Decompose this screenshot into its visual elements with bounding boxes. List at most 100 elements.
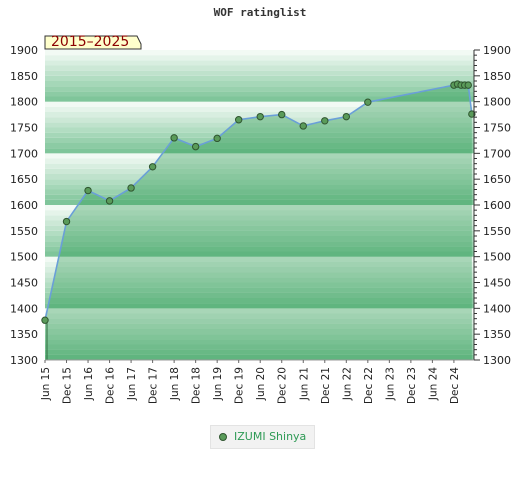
x-tick-label: Jun 17 [126, 367, 138, 401]
y-tick-label-left: 1850 [10, 70, 38, 83]
y-tick-label-right: 1400 [483, 302, 511, 315]
background-band [45, 65, 474, 71]
background-band [45, 81, 474, 87]
legend-marker-icon [219, 433, 227, 441]
background-band [45, 96, 474, 102]
y-tick-label-left: 1550 [10, 225, 38, 238]
background-band [45, 236, 474, 242]
background-band [45, 205, 474, 211]
background-band [45, 184, 474, 190]
y-tick-label-left: 1600 [10, 199, 38, 212]
y-tick-label-right: 1300 [483, 354, 511, 367]
data-point [105, 197, 114, 205]
background-band [45, 267, 474, 273]
y-tick-label-right: 1900 [483, 44, 511, 57]
background-band [45, 272, 474, 278]
background-band [45, 318, 474, 324]
data-point [148, 163, 157, 171]
background-band [45, 137, 474, 143]
background-band [45, 132, 474, 138]
data-point [234, 116, 243, 124]
x-tick-label: Jun 22 [341, 367, 353, 401]
data-point [191, 142, 200, 151]
background-band [45, 122, 474, 128]
background-band [45, 292, 474, 298]
background-band [45, 277, 474, 283]
axis-layer: 1300 1300 1350 1350 1400 1400 1450 1450 1500 1500… [10, 44, 511, 404]
legend-label: IZUMI Shinya [234, 430, 307, 443]
data-point [84, 186, 92, 195]
y-tick-label-left: 1800 [10, 96, 38, 109]
background-band [45, 287, 474, 293]
x-tick-label: Jun 18 [169, 367, 181, 401]
y-tick-label-right: 1800 [483, 96, 511, 109]
background-band [45, 75, 474, 81]
y-tick-label-right: 1350 [483, 328, 511, 341]
background-band [45, 148, 474, 154]
background-band [45, 163, 474, 169]
background-band [45, 303, 474, 309]
badge-shape [44, 35, 142, 50]
period-badge: 2015–2025 [44, 34, 142, 50]
background-band [45, 189, 474, 195]
y-tick-label-left: 1650 [10, 173, 38, 186]
y-tick-label-left: 1300 [10, 354, 38, 367]
y-tick-label-right: 1600 [483, 199, 511, 212]
background-band [45, 261, 474, 267]
y-tick-label-left: 1500 [10, 251, 38, 264]
background-band [45, 225, 474, 231]
data-point [127, 184, 135, 192]
background-band [45, 308, 474, 314]
background-band [45, 323, 474, 329]
background-band [45, 70, 474, 76]
background-band [45, 101, 474, 107]
x-tick-label: Dec 23 [406, 367, 418, 404]
background-band [45, 313, 474, 319]
background-band [45, 251, 474, 257]
background-band [45, 174, 474, 180]
data-point [278, 110, 286, 119]
background-band [45, 329, 474, 335]
y-tick-label-left: 1900 [10, 44, 38, 57]
background-band [45, 91, 474, 97]
background-band [45, 55, 474, 61]
data-point [62, 217, 71, 226]
background-band [45, 282, 474, 288]
background-band [45, 246, 474, 252]
background-band [45, 220, 474, 226]
background-band [45, 50, 474, 56]
series-area [45, 84, 472, 360]
x-tick-label: Jun 20 [255, 367, 267, 401]
background-band [45, 143, 474, 149]
x-tick-label: Dec 15 [62, 367, 74, 404]
background-band [45, 298, 474, 304]
data-point [342, 112, 351, 121]
marker-layer [41, 80, 476, 324]
background-band [45, 179, 474, 185]
y-tick-label-right: 1550 [483, 225, 511, 238]
background-band [45, 230, 474, 236]
data-point [464, 81, 472, 89]
background-band [45, 127, 474, 133]
data-point [468, 110, 476, 118]
data-point [213, 134, 221, 143]
background-band [45, 339, 474, 345]
x-tick-label: Dec 16 [105, 367, 117, 404]
x-tick-label: Jun 23 [384, 367, 396, 401]
background-band [45, 215, 474, 221]
y-tick-label-right: 1750 [483, 122, 511, 135]
chart-title: WOF ratinglist [213, 6, 307, 19]
background-band [45, 349, 474, 355]
x-tick-label: Jun 19 [212, 367, 224, 401]
y-tick-label-right: 1650 [483, 173, 511, 186]
legend: IZUMI Shinya [210, 425, 315, 449]
background-band [45, 194, 474, 200]
x-tick-label: Dec 21 [320, 367, 332, 404]
background-band [45, 199, 474, 205]
y-tick-label-right: 1500 [483, 251, 511, 264]
x-tick-label: Dec 19 [234, 367, 246, 404]
data-point [170, 134, 178, 142]
x-tick-label: Jun 24 [427, 367, 439, 401]
y-tick-label-left: 1350 [10, 328, 38, 341]
